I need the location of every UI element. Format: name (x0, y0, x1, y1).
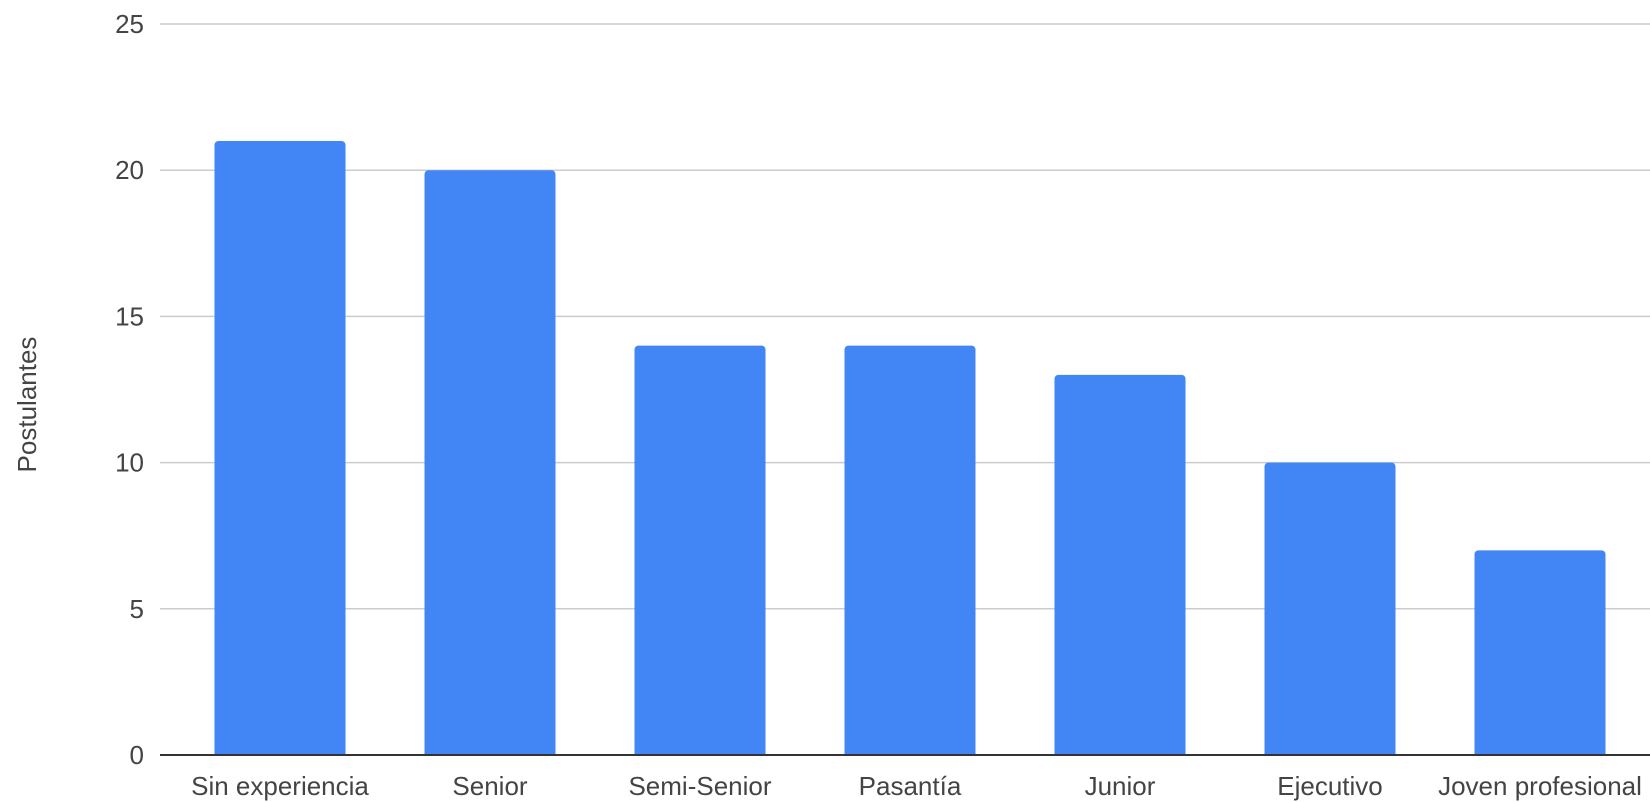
y-axis-ticks: 0 5 10 15 20 25 (115, 9, 144, 770)
bar-sin-experiencia (214, 140, 346, 755)
x-tick-label: Joven profesional (1438, 771, 1642, 801)
gridlines (160, 23, 1650, 610)
bar-base (424, 749, 556, 755)
x-tick-label: Semi-Senior (628, 771, 771, 801)
x-tick-label: Sin experiencia (191, 771, 369, 801)
x-tick-label: Ejecutivo (1277, 771, 1383, 801)
bar-base (1054, 749, 1186, 755)
bar-semi-senior (634, 345, 766, 755)
bar-base (634, 749, 766, 755)
y-tick-label: 20 (115, 155, 144, 185)
bar-ejecutivo (1264, 462, 1396, 755)
y-tick-label: 25 (115, 9, 144, 39)
bars (214, 140, 1606, 755)
bar-base (1474, 749, 1606, 755)
bar-base (844, 749, 976, 755)
bar-base (1264, 749, 1396, 755)
bar-pasantía (844, 345, 976, 755)
bar-base (214, 749, 346, 755)
bar-joven-profesional (1474, 550, 1606, 755)
y-tick-label: 15 (115, 301, 144, 331)
bar-senior (424, 170, 556, 755)
y-axis-title: Postulantes (12, 337, 42, 473)
bar-junior (1054, 374, 1186, 755)
x-tick-label: Senior (452, 771, 527, 801)
x-tick-label: Pasantía (859, 771, 962, 801)
y-tick-label: 10 (115, 448, 144, 478)
y-tick-label: 0 (130, 740, 144, 770)
y-tick-label: 5 (130, 594, 144, 624)
x-axis-ticks: Sin experiencia Senior Semi-Senior Pasantía… (191, 771, 1642, 801)
x-tick-label: Junior (1085, 771, 1156, 801)
